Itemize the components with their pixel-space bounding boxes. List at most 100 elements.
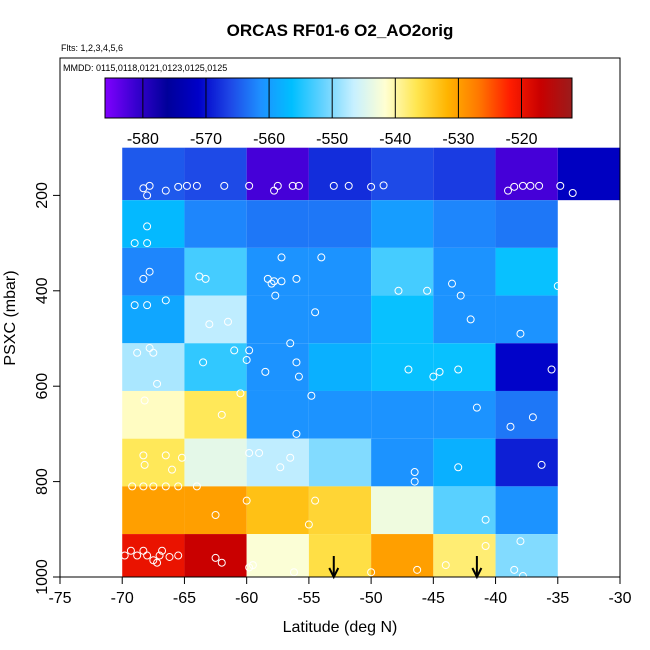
data-point <box>394 286 403 295</box>
data-point <box>556 181 565 190</box>
heatmap-cell <box>495 390 558 439</box>
heatmap-cell <box>122 486 185 535</box>
x-tick-label: -60 <box>235 590 258 607</box>
data-point <box>161 482 170 491</box>
data-point <box>158 546 167 555</box>
heatmap-cell <box>495 147 558 201</box>
colorbar-tick-label: -550 <box>316 131 348 148</box>
heatmap-cell <box>122 438 185 487</box>
heatmap-cells <box>122 147 620 577</box>
data-point <box>448 279 456 288</box>
heatmap-cell <box>246 486 309 535</box>
data-point <box>292 358 301 367</box>
data-point <box>547 365 556 374</box>
heatmap-cell <box>495 295 558 344</box>
data-point <box>174 551 183 560</box>
data-point <box>149 348 158 357</box>
data-point <box>441 561 450 570</box>
heatmap-cell <box>495 534 558 577</box>
heatmap-cell <box>308 343 372 391</box>
y-tick-label: 600 <box>34 373 51 400</box>
data-point <box>454 463 463 472</box>
data-point <box>155 551 164 560</box>
data-point <box>528 413 537 422</box>
data-point <box>410 477 419 486</box>
data-point <box>145 181 154 190</box>
data-point <box>174 182 183 191</box>
data-point <box>267 279 276 288</box>
heatmap-cell <box>495 200 558 248</box>
data-point <box>286 453 295 462</box>
data-point <box>292 274 301 283</box>
heatmap-cell <box>308 390 372 439</box>
heatmap-cell <box>246 438 309 487</box>
dates-label: MMDD: 0115,0118,0121,0123,0125,0125 <box>63 63 227 73</box>
heatmap-cell <box>433 486 496 535</box>
data-point <box>192 181 201 190</box>
heatmap-cell <box>433 247 496 296</box>
data-point <box>456 291 465 300</box>
data-point <box>120 551 129 560</box>
data-point <box>133 551 142 560</box>
data-point <box>506 422 515 431</box>
heatmap-cell <box>184 486 247 535</box>
heatmap-cell <box>495 438 558 487</box>
data-point <box>245 181 254 190</box>
y-axis: 200 400 600 800 1000 <box>34 182 61 595</box>
colorbar-tick-label: -580 <box>127 131 159 148</box>
data-point <box>454 365 463 374</box>
data-point <box>294 181 303 190</box>
data-point <box>174 482 183 491</box>
data-point <box>220 181 229 190</box>
data-point <box>286 339 295 348</box>
heatmap-cell <box>184 534 247 577</box>
heatmap-cell <box>308 534 372 577</box>
data-point <box>537 460 546 469</box>
data-point <box>307 391 316 400</box>
data-point <box>472 403 481 412</box>
data-point <box>165 552 174 561</box>
heatmap-cell <box>433 147 496 201</box>
data-point <box>344 181 353 190</box>
data-point <box>510 182 519 191</box>
data-point <box>168 465 176 474</box>
heatmap-cell <box>184 200 247 248</box>
data-point <box>271 291 280 300</box>
heatmap-cell <box>308 486 372 535</box>
y-tick-label: 1000 <box>34 559 51 595</box>
data-point <box>161 296 170 305</box>
data-point <box>143 239 152 248</box>
x-tick-label: -35 <box>546 590 569 607</box>
data-point <box>161 451 170 460</box>
data-point <box>139 451 148 460</box>
observation-points <box>120 181 577 581</box>
chart-title: ORCAS RF01-6 O2_AO2orig <box>227 21 454 40</box>
data-point <box>277 253 286 262</box>
data-point <box>294 372 303 381</box>
data-point <box>149 482 158 491</box>
data-point <box>311 308 320 317</box>
heatmap-cell <box>184 295 247 344</box>
data-point <box>481 515 490 524</box>
x-tick-label: -65 <box>173 590 196 607</box>
data-point <box>201 274 210 283</box>
data-point <box>133 348 142 357</box>
data-point <box>311 496 320 505</box>
heatmap-cell <box>246 247 309 296</box>
heatmap-cell <box>184 438 247 487</box>
data-point <box>568 189 577 198</box>
data-point <box>423 286 432 295</box>
x-axis-label: Latitude (deg N) <box>283 619 398 636</box>
data-point <box>242 496 251 505</box>
data-point <box>518 572 527 581</box>
data-point <box>192 482 201 491</box>
heatmap-cell <box>495 247 558 296</box>
data-point <box>516 329 525 338</box>
data-point <box>205 320 214 329</box>
heatmap-cell <box>371 438 434 487</box>
heatmap-cell <box>184 390 247 439</box>
heatmap-cell <box>122 147 185 201</box>
data-point <box>553 282 562 291</box>
data-point <box>367 182 376 191</box>
